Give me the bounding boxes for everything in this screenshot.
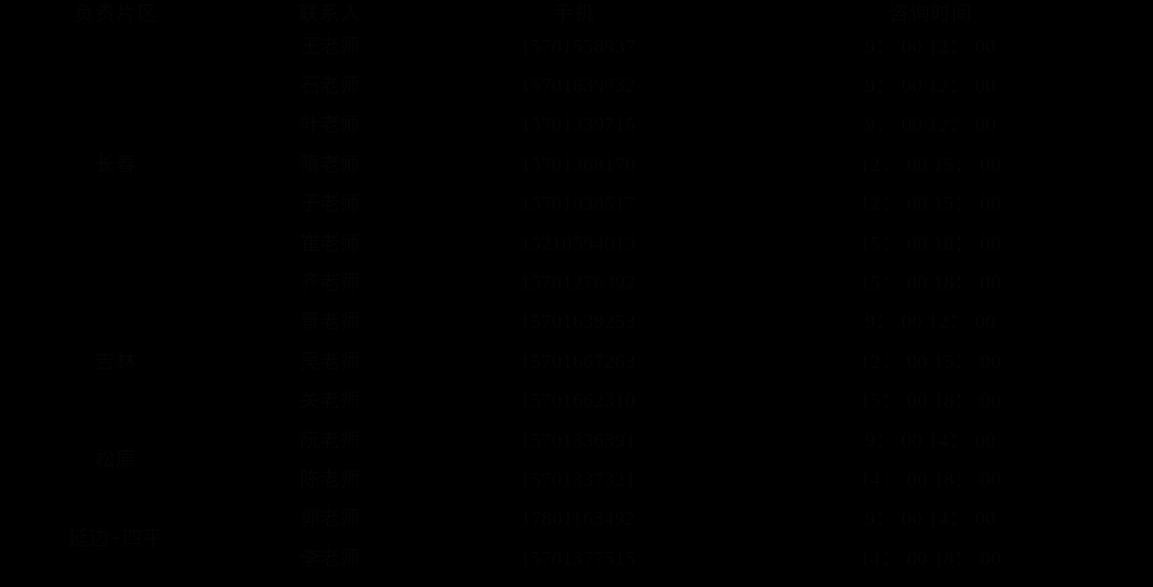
cell-phone: 15701276392: [520, 272, 636, 295]
cell-phone: 15701368170: [520, 153, 636, 176]
cell-time: 15： 00 18： 00: [859, 272, 1002, 295]
cell-phone: 15701667263: [520, 350, 636, 373]
cell-phone: 15701662310: [520, 390, 636, 413]
table-header: 负责片区 联系人 手机 咨询时间: [0, 0, 1153, 27]
column-header-contact: 联系人: [298, 2, 362, 25]
cell-contact: 石老师: [300, 75, 360, 98]
cell-time: 14： 00 18： 00: [859, 547, 1002, 570]
cell-time: 9： 00 12： 00: [865, 75, 996, 98]
table-row: 叶老师 15701339715 9： 00 12： 00: [0, 106, 1153, 145]
cell-contact: 崔老师: [300, 232, 360, 255]
cell-district: 延边+四平: [67, 528, 165, 551]
cell-phone: 15701339715: [520, 114, 636, 137]
cell-time: 9： 00 14： 00: [865, 429, 996, 452]
table-header-row: 负责片区 联系人 手机 咨询时间: [0, 0, 1153, 27]
cell-time: 15： 00 18： 00: [859, 390, 1002, 413]
table-row: 石老师 15701639732 9： 00 12： 00: [0, 66, 1153, 105]
cell-time: 14： 00 18： 00: [859, 468, 1002, 491]
cell-time: 9： 00 14： 00: [865, 508, 996, 531]
table-row: 崔老师 15210594013 15： 00 18： 00: [0, 224, 1153, 263]
cell-time: 12： 00 15： 00: [859, 193, 1002, 216]
cell-time: 12： 00 15： 00: [859, 153, 1002, 176]
cell-time: 15： 00 18： 00: [859, 232, 1002, 255]
table-row: 吉林 景老师 15701639253 9： 00 12： 00: [0, 303, 1153, 372]
table-row: 关老师 15701662310 15： 00 18： 00: [0, 382, 1153, 421]
column-header-time: 咨询时间: [888, 2, 973, 25]
cell-contact: 关老师: [300, 390, 360, 413]
table-row: 齐老师 15701276392 15： 00 18： 00: [0, 263, 1153, 302]
table-row: 延边+四平 郭老师 17801163492 9： 00 14： 00: [0, 500, 1153, 549]
table-body: 长春 王老师 15701558937 9： 00 12： 00 石老师 157016397…: [0, 27, 1153, 578]
cell-time: 12： 00 15： 00: [859, 350, 1002, 373]
cell-time: 9： 00 12： 00: [865, 114, 996, 137]
cell-district: 长春: [95, 153, 137, 176]
table-row: 李老师 15701377515 14： 00 18： 00: [0, 539, 1153, 578]
cell-phone: 15701038517: [520, 193, 636, 216]
cell-contact: 景老师: [300, 311, 360, 334]
cell-district: 吉林: [95, 350, 137, 373]
cell-contact: 王老师: [300, 35, 360, 58]
cell-phone: 15701639732: [520, 75, 636, 98]
cell-phone: 15701336391: [520, 429, 636, 452]
column-header-phone: 手机: [553, 2, 595, 25]
cell-district: 松原: [95, 449, 137, 472]
cell-time: 9： 00 12： 00: [865, 35, 996, 58]
table-row: 陈老师 15701337321 14： 00 18： 00: [0, 460, 1153, 499]
table-row: 隋老师 15701368170 12： 00 15： 00: [0, 145, 1153, 184]
column-header-district: 负责片区: [74, 2, 158, 25]
cell-phone: 15701337321: [520, 468, 636, 491]
table-row: 吴老师 15701667263 12： 00 15： 00: [0, 342, 1153, 381]
cell-contact: 隋老师: [300, 153, 360, 176]
table-row: 长春 王老师 15701558937 9： 00 12： 00: [0, 27, 1153, 175]
cell-time: 9： 00 12： 00: [865, 311, 996, 334]
table-row: 松原 阮老师 15701336391 9： 00 14： 00: [0, 421, 1153, 470]
cell-phone: 15210594013: [520, 232, 636, 255]
cell-phone: 17801163492: [520, 508, 636, 531]
cell-contact: 阮老师: [300, 429, 360, 452]
table-row: 于老师 15701038517 12： 00 15： 00: [0, 185, 1153, 224]
cell-phone: 15701639253: [520, 311, 636, 334]
cell-contact: 于老师: [300, 193, 360, 216]
cell-contact: 郭老师: [300, 508, 360, 531]
cell-phone: 15701377515: [520, 547, 636, 570]
cell-contact: 李老师: [300, 547, 360, 570]
cell-contact: 叶老师: [300, 114, 360, 137]
cell-contact: 陈老师: [300, 468, 360, 491]
cell-contact: 吴老师: [300, 350, 360, 373]
cell-contact: 齐老师: [300, 272, 360, 295]
cell-phone: 15701558937: [520, 35, 636, 58]
